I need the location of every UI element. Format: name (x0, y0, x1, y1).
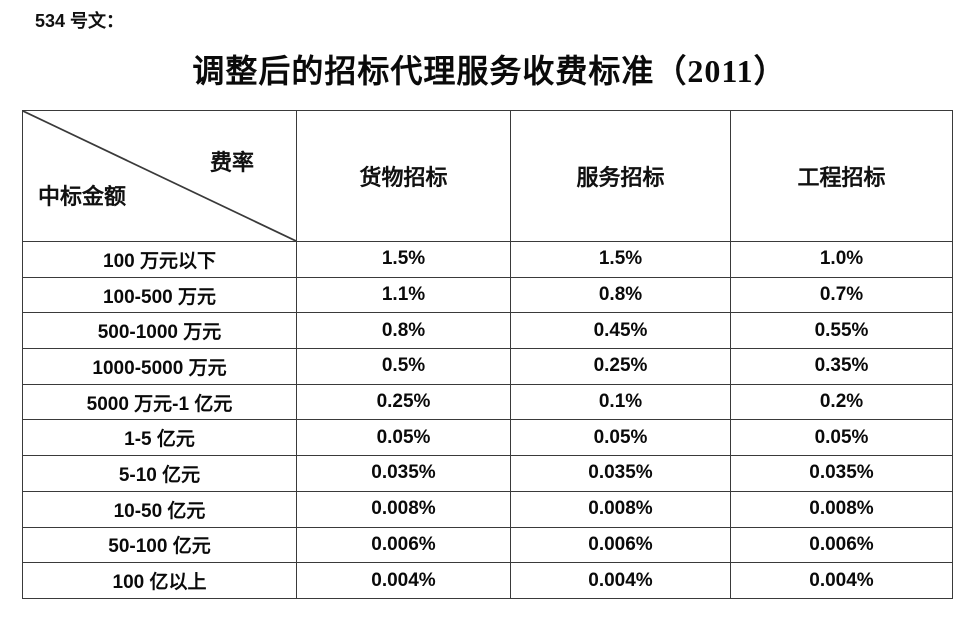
corner-label-rate: 费率 (209, 150, 254, 175)
rate-value-cell: 0.05% (296, 419, 511, 457)
rate-value-cell: 0.05% (730, 419, 953, 457)
rate-value-cell: 0.25% (510, 348, 731, 385)
rate-value-cell: 0.35% (730, 348, 953, 385)
rate-value-cell: 0.45% (510, 312, 731, 350)
corner-label-bid-amount: 中标金额 (38, 184, 127, 209)
column-header-service: 服务招标 (510, 110, 731, 242)
table-row: 50-100 亿元 0.006% 0.006% 0.006% (22, 526, 953, 564)
rate-value-cell: 0.035% (296, 455, 511, 492)
header-row: 费率 中标金额 货物招标 服务招标 工程招标 (22, 110, 953, 242)
table-row: 100 万元以下 1.5% 1.5% 1.0% (22, 241, 953, 278)
table-row: 5000 万元-1 亿元 0.25% 0.1% 0.2% (22, 383, 953, 421)
table-row: 500-1000 万元 0.8% 0.45% 0.55% (22, 312, 953, 350)
table-row: 10-50 亿元 0.008% 0.008% 0.008% (22, 490, 953, 528)
rate-value-cell: 1.0% (730, 241, 953, 278)
rate-value-cell: 0.1% (510, 383, 731, 421)
doc-number-label: 534 号文： (35, 11, 125, 31)
rate-value-cell: 1.1% (296, 276, 511, 314)
rate-value-cell: 0.7% (730, 276, 953, 314)
table-row: 5-10 亿元 0.035% 0.035% 0.035% (22, 455, 953, 492)
row-label-amount-tier: 50-100 亿元 (22, 526, 297, 564)
rate-value-cell: 0.004% (510, 562, 731, 599)
corner-header-cell: 费率 中标金额 (22, 110, 297, 242)
row-label-amount-tier: 5-10 亿元 (22, 455, 297, 492)
table-row: 100 亿以上 0.004% 0.004% 0.004% (22, 562, 953, 599)
rate-value-cell: 0.55% (730, 312, 953, 350)
rate-value-cell: 0.5% (296, 348, 511, 385)
rate-value-cell: 1.5% (296, 241, 511, 278)
rate-value-cell: 0.035% (510, 455, 731, 492)
row-label-amount-tier: 1000-5000 万元 (22, 348, 297, 385)
rate-value-cell: 0.004% (296, 562, 511, 599)
rate-value-cell: 0.008% (296, 490, 511, 528)
column-header-engineering: 工程招标 (730, 110, 953, 242)
column-header-goods: 货物招标 (296, 110, 511, 242)
row-label-amount-tier: 5000 万元-1 亿元 (22, 383, 297, 421)
rate-value-cell: 0.006% (510, 526, 731, 564)
fee-table: 费率 中标金额 货物招标 服务招标 工程招标 100 万元以下 1.5% 1.5% 1… (22, 110, 953, 599)
rate-value-cell: 0.05% (510, 419, 731, 457)
rate-value-cell: 0.004% (730, 562, 953, 599)
row-label-amount-tier: 10-50 亿元 (22, 490, 297, 528)
row-label-amount-tier: 100-500 万元 (22, 276, 297, 314)
page-title: 调整后的招标代理服务收费标准（2011） (192, 53, 787, 89)
table-row: 1-5 亿元 0.05% 0.05% 0.05% (22, 419, 953, 457)
row-label-amount-tier: 1-5 亿元 (22, 419, 297, 457)
table-row: 100-500 万元 1.1% 0.8% 0.7% (22, 276, 953, 314)
row-label-amount-tier: 500-1000 万元 (22, 312, 297, 350)
rate-value-cell: 1.5% (510, 241, 731, 278)
rate-value-cell: 0.035% (730, 455, 953, 492)
diagonal-divider-line (23, 111, 296, 241)
rate-value-cell: 0.2% (730, 383, 953, 421)
rate-value-cell: 0.006% (730, 526, 953, 564)
fee-table-body: 100 万元以下 1.5% 1.5% 1.0% 100-500 万元 1.1% 0.8% 0.… (22, 241, 953, 599)
rate-value-cell: 0.008% (510, 490, 731, 528)
rate-value-cell: 0.25% (296, 383, 511, 421)
row-label-amount-tier: 100 亿以上 (22, 562, 297, 599)
rate-value-cell: 0.006% (296, 526, 511, 564)
table-row: 1000-5000 万元 0.5% 0.25% 0.35% (22, 348, 953, 385)
rate-value-cell: 0.8% (296, 312, 511, 350)
rate-value-cell: 0.8% (510, 276, 731, 314)
row-label-amount-tier: 100 万元以下 (22, 241, 297, 278)
rate-value-cell: 0.008% (730, 490, 953, 528)
